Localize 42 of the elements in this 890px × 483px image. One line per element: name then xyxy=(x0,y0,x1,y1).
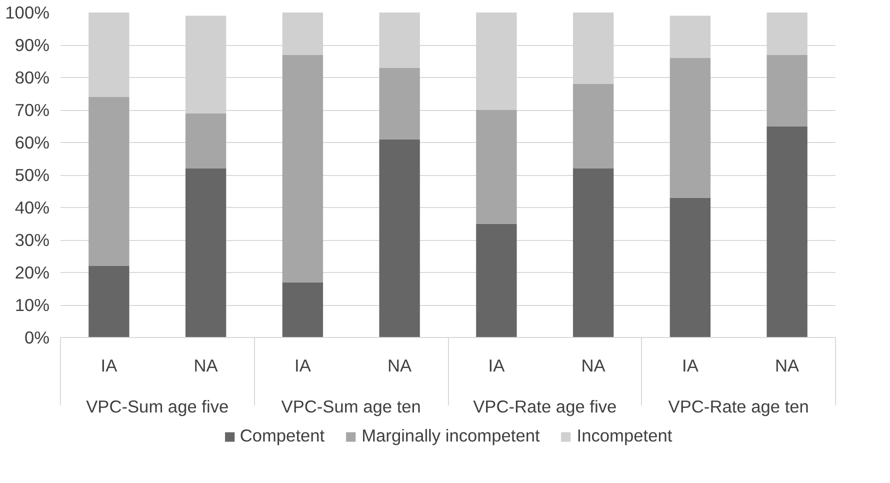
x-tick-label: IA xyxy=(100,356,118,376)
y-tick-label: 60% xyxy=(14,132,50,152)
bar xyxy=(572,84,614,168)
x-tick-label: IA xyxy=(682,356,699,376)
bar xyxy=(379,68,420,140)
y-tick-label: 100% xyxy=(5,2,50,22)
bar xyxy=(670,58,711,198)
x-tick-label: NA xyxy=(194,356,218,376)
legend-label: Competent xyxy=(240,426,325,446)
y-tick-label: 70% xyxy=(14,100,50,120)
bar xyxy=(476,110,517,224)
legend-label: Incompetent xyxy=(576,426,672,446)
x-tick-label: NA xyxy=(388,356,412,376)
x-tick-label: IA xyxy=(294,356,312,376)
bar xyxy=(282,54,324,282)
y-tick-label: 80% xyxy=(14,68,50,88)
text: VPC-Rate age ten xyxy=(668,396,809,416)
text: VPC-Rate age five xyxy=(473,396,617,416)
text: VPC-Sum age ten xyxy=(281,396,421,416)
bar xyxy=(185,113,226,168)
y-tick-label: 50% xyxy=(14,165,50,185)
bar xyxy=(185,168,226,338)
y-tick-label: 90% xyxy=(14,35,50,55)
x-tick-label: NA xyxy=(581,356,606,376)
bar xyxy=(88,266,130,338)
bar xyxy=(572,168,614,338)
bar xyxy=(88,97,130,266)
bar xyxy=(379,139,420,338)
x-tick-label: NA xyxy=(775,356,800,376)
bar xyxy=(476,224,517,338)
y-tick-label: 40% xyxy=(14,198,50,218)
bar xyxy=(670,198,711,338)
text: VPC-Sum age five xyxy=(86,396,229,416)
y-tick-label: 10% xyxy=(14,295,50,315)
bar xyxy=(766,126,808,338)
legend-label: Marginally incompetent xyxy=(362,426,540,446)
bar xyxy=(282,282,324,338)
y-tick-label: 20% xyxy=(14,262,50,282)
bar xyxy=(766,54,808,126)
x-tick-label: IA xyxy=(488,356,506,376)
y-tick-label: 0% xyxy=(24,328,50,348)
y-tick-label: 30% xyxy=(14,230,50,250)
